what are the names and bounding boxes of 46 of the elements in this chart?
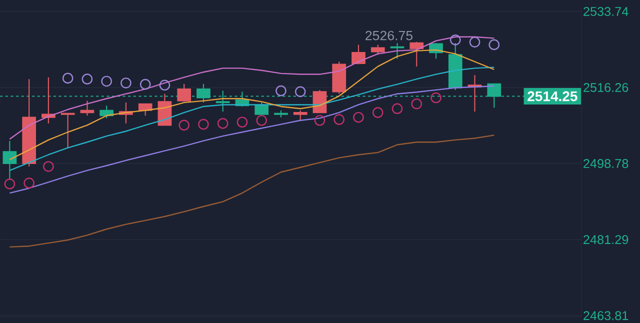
candlestick <box>293 110 308 121</box>
point <box>159 80 170 91</box>
candlestick <box>22 78 36 168</box>
point <box>411 98 422 110</box>
point <box>314 114 326 126</box>
point <box>236 116 248 128</box>
candlestick <box>410 41 424 67</box>
line-series <box>9 134 495 248</box>
point <box>24 178 34 188</box>
point <box>82 74 93 84</box>
candlestick <box>352 44 366 65</box>
point <box>469 36 480 48</box>
point <box>198 118 209 130</box>
point <box>120 78 132 88</box>
y-tick-label: 2481.29 <box>584 235 628 244</box>
annotation: 2526.75 <box>366 30 413 40</box>
y-tick-label: 2516.26 <box>584 83 628 92</box>
point <box>334 114 345 125</box>
candlestick <box>370 44 385 56</box>
point <box>256 114 267 126</box>
point <box>178 120 190 131</box>
candlestick <box>60 112 75 148</box>
candlestick <box>196 83 210 104</box>
candlestick <box>80 100 94 116</box>
point <box>488 39 500 50</box>
candlestick <box>332 61 346 94</box>
point <box>353 112 364 123</box>
point <box>4 178 16 190</box>
y-tick-label: 2498.78 <box>584 159 628 168</box>
point <box>217 118 228 129</box>
point <box>140 78 151 90</box>
point <box>43 161 54 172</box>
y-tick-label: 2463.81 <box>584 311 628 320</box>
point <box>450 34 461 46</box>
candlestick <box>274 110 288 118</box>
point <box>101 76 112 87</box>
point <box>294 86 306 98</box>
candlestick <box>254 102 269 115</box>
y-tick-label: 2533.74 <box>584 6 628 16</box>
point <box>62 72 74 84</box>
candlestick <box>177 83 192 102</box>
ref-line-label: 2514.25 <box>528 91 578 102</box>
point <box>430 92 442 104</box>
point <box>372 107 384 118</box>
point <box>392 103 403 114</box>
point <box>276 85 286 96</box>
